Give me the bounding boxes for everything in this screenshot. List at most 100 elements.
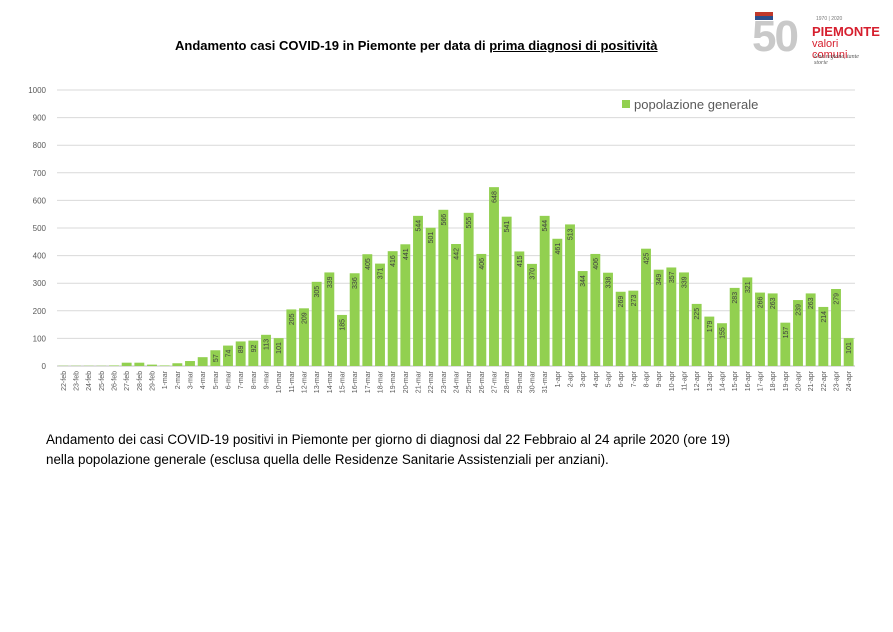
legend-label: popolazione generale <box>634 97 758 112</box>
data-label: 541 <box>504 221 511 233</box>
data-label: 89 <box>238 345 245 353</box>
x-tick-label: 3-apr <box>580 370 587 387</box>
y-tick-label: 100 <box>33 334 47 343</box>
data-label: 74 <box>226 349 233 357</box>
x-tick-label: 14-mar <box>327 370 334 393</box>
x-tick-label: 28-feb <box>137 371 144 391</box>
data-label: 155 <box>720 327 727 339</box>
bar <box>235 341 246 366</box>
x-tick-label: 9-mar <box>264 370 271 389</box>
data-label: 266 <box>758 296 765 308</box>
data-label: 544 <box>416 220 423 232</box>
data-label: 239 <box>796 304 803 316</box>
bar <box>147 364 157 366</box>
x-tick-label: 5-mar <box>213 370 220 389</box>
data-label: 415 <box>517 255 524 267</box>
data-label: 406 <box>479 258 486 270</box>
bar <box>704 316 715 366</box>
x-tick-label: 30-mar <box>530 370 537 393</box>
y-tick-label: 900 <box>33 114 47 123</box>
x-tick-label: 8-apr <box>644 370 651 387</box>
y-tick-label: 200 <box>33 307 47 316</box>
x-tick-label: 11-apr <box>682 370 689 390</box>
bar <box>527 263 537 366</box>
bar <box>273 338 284 366</box>
bar <box>337 314 347 366</box>
x-tick-label: 21-apr <box>808 370 815 391</box>
logo-years: 1970 | 2020 <box>816 16 843 22</box>
x-tick-label: 19-apr <box>783 370 790 391</box>
data-label: 273 <box>631 295 638 307</box>
y-tick-label: 800 <box>33 141 47 150</box>
bar <box>755 292 765 366</box>
x-tick-label: 8-mar <box>251 370 258 389</box>
x-tick-label: 25-mar <box>466 370 473 393</box>
chart-title: Andamento casi COVID-19 in Piemonte per … <box>175 38 658 53</box>
x-tick-label: 16-apr <box>745 370 752 391</box>
x-tick-label: 24-mar <box>454 370 461 393</box>
chart-title-main: Andamento casi COVID-19 in Piemonte per … <box>175 38 490 53</box>
data-label: 357 <box>669 271 676 283</box>
y-tick-label: 700 <box>33 169 47 178</box>
bar <box>375 263 385 366</box>
bar <box>818 306 829 366</box>
bar <box>641 248 651 366</box>
logo-number: 50 <box>752 12 799 61</box>
bar <box>159 365 170 366</box>
bar <box>438 209 449 366</box>
data-label: 441 <box>403 248 410 260</box>
bar <box>324 272 335 366</box>
logo-tagline: Una regione, tante storie <box>814 54 859 66</box>
bar <box>451 244 461 366</box>
x-tick-label: 24-apr <box>846 370 853 391</box>
data-label: 305 <box>314 286 321 298</box>
bar <box>463 212 474 366</box>
y-tick-label: 400 <box>33 252 47 261</box>
bar <box>577 271 588 366</box>
x-tick-label: 22-mar <box>428 370 435 393</box>
x-tick-label: 26-mar <box>479 370 486 393</box>
bar <box>197 357 208 366</box>
x-tick-label: 15-apr <box>732 370 739 391</box>
legend-swatch <box>622 100 630 108</box>
data-label: 214 <box>821 311 828 323</box>
data-label: 513 <box>568 228 575 240</box>
data-label: 279 <box>834 293 841 305</box>
data-label: 338 <box>606 277 613 289</box>
x-tick-label: 6-apr <box>618 370 625 387</box>
data-label: 339 <box>327 276 334 288</box>
bar <box>172 363 183 366</box>
data-label: 501 <box>428 232 435 244</box>
data-label: 185 <box>340 319 347 331</box>
y-tick-label: 1000 <box>28 86 46 95</box>
data-label: 371 <box>378 268 385 280</box>
bar <box>729 287 740 366</box>
x-tick-label: 12-mar <box>302 370 309 393</box>
data-label: 406 <box>593 258 600 270</box>
data-label: 349 <box>656 274 663 286</box>
bar <box>425 227 436 366</box>
data-label: 566 <box>441 214 448 226</box>
bar <box>843 338 854 366</box>
x-tick-label: 27-mar <box>492 370 499 393</box>
bar <box>476 253 487 366</box>
x-tick-label: 21-mar <box>416 370 423 393</box>
y-tick-label: 600 <box>33 196 47 205</box>
data-label: 283 <box>732 292 739 304</box>
caption-line-2: nella popolazione generale (esclusa quel… <box>46 452 609 467</box>
bar <box>590 253 601 366</box>
x-tick-label: 7-mar <box>238 370 245 389</box>
x-tick-label: 28-mar <box>504 370 511 393</box>
data-label: 263 <box>808 297 815 309</box>
chart-caption: Andamento dei casi COVID-19 positivi in … <box>46 430 856 470</box>
x-tick-label: 31-mar <box>542 370 549 393</box>
flag-icon <box>755 12 773 20</box>
data-label: 442 <box>454 248 461 260</box>
caption-line-1: Andamento dei casi COVID-19 positivi in … <box>46 432 731 447</box>
bar <box>210 350 221 366</box>
x-tick-label: 4-apr <box>593 370 600 387</box>
x-tick-label: 10-apr <box>669 370 676 391</box>
x-tick-label: 15-mar <box>340 370 347 393</box>
bar <box>793 300 803 366</box>
data-label: 92 <box>251 345 258 353</box>
